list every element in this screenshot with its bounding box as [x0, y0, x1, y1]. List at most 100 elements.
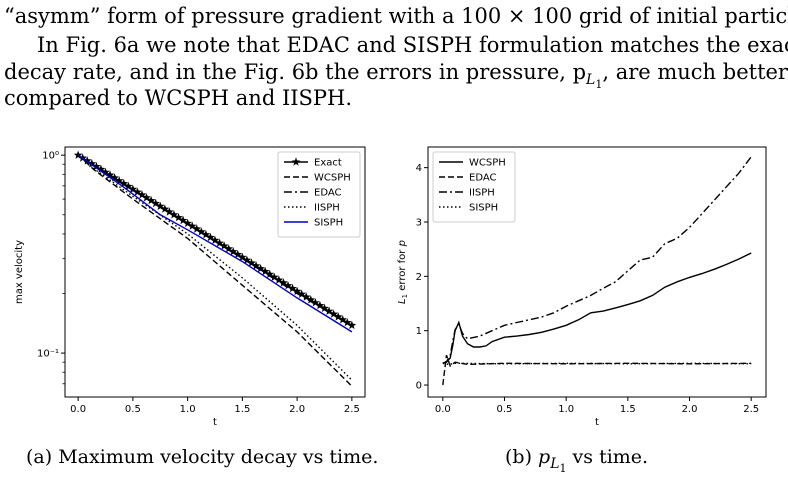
- series-point-exact: [151, 198, 161, 208]
- x-tick-label: 0.5: [497, 404, 513, 415]
- series-point-exact: [137, 190, 147, 199]
- series-point-exact: [315, 301, 325, 310]
- x-tick-label: 1.5: [234, 404, 250, 415]
- series-line-sisph: [442, 362, 752, 366]
- caption-a: (a) Maximum velocity decay vs time.: [26, 446, 379, 468]
- series-point-exact: [256, 264, 265, 273]
- y-tick-label: 3: [416, 218, 422, 229]
- legend-box: [432, 151, 516, 223]
- series-point-exact: [247, 258, 256, 267]
- series-point-exact: [233, 249, 243, 259]
- series-point-exact: [333, 312, 343, 321]
- series-point-exact: [324, 306, 334, 315]
- text-line-3-sub: L1: [586, 72, 603, 91]
- axes-frame: [427, 146, 767, 398]
- x-tick-label: 2.0: [289, 404, 305, 415]
- figure-6: 0.0 0.5 1.0 1.5 2.0 2.5 10⁰ 10⁻¹ t max velocity Ex…: [0, 135, 788, 483]
- series-point-exact: [342, 318, 352, 327]
- text-line-3: decay rate, and in the Fig. 6b the error…: [4, 60, 788, 97]
- series-point-exact: [165, 207, 174, 216]
- x-axis-label: t: [213, 417, 217, 428]
- series-line-wcsph: [77, 154, 353, 387]
- series-point-exact: [260, 266, 270, 276]
- legend-marker: [291, 157, 301, 166]
- x-tick-label: 0.0: [435, 404, 451, 415]
- series-line-wcsph: [442, 252, 752, 364]
- series-point-exact: [265, 269, 275, 279]
- series-point-exact: [196, 227, 206, 236]
- series-point-exact: [274, 275, 284, 284]
- y-axis-label: max velocity: [14, 240, 25, 304]
- legend-label-iisph: IISPH: [314, 203, 340, 214]
- x-tick-label: 2.5: [344, 404, 360, 415]
- series-point-exact: [306, 295, 316, 304]
- series-point-exact: [228, 247, 238, 256]
- legend-label-wcsph: WCSPH: [469, 158, 506, 169]
- series-point-exact: [297, 289, 307, 298]
- legend-label-wcsph: WCSPH: [314, 173, 351, 184]
- x-tick-label: 2.0: [682, 404, 698, 415]
- text-line-1: “asymm” form of pressure gradient with a…: [4, 4, 788, 28]
- y-axis-label: L1 error for p: [397, 240, 409, 304]
- text-line-4: compared to WCSPH and IISPH.: [4, 86, 353, 110]
- legend-label-edac: EDAC: [469, 173, 497, 184]
- legend-label-iisph: IISPH: [469, 188, 495, 199]
- series-point-exact: [311, 298, 320, 307]
- y-tick-label: 0: [416, 381, 422, 392]
- series-line-iisph: [442, 156, 752, 364]
- legend: WCSPH EDAC IISPH SISPH: [432, 151, 516, 223]
- series-point-exact: [219, 241, 229, 250]
- series-point-exact: [215, 238, 224, 247]
- axes-frame: [64, 146, 366, 398]
- chart-max-velocity: 0.0 0.5 1.0 1.5 2.0 2.5 10⁰ 10⁻¹ t max velocity Ex…: [14, 146, 366, 428]
- series-point-exact: [192, 224, 202, 233]
- plot-area: [73, 150, 357, 387]
- series-line-edac: [77, 154, 353, 327]
- legend-label-edac: EDAC: [314, 188, 342, 199]
- series-point-exact: [283, 281, 293, 290]
- series-point-exact: [251, 261, 261, 270]
- y-tick-label: 1: [416, 326, 422, 337]
- series-point-exact: [242, 255, 252, 264]
- series-point-exact: [238, 252, 247, 261]
- series-point-exact: [146, 196, 156, 205]
- series-point-exact: [329, 309, 338, 318]
- y-tick-label: 10⁰: [42, 151, 59, 162]
- x-tick-label: 2.5: [743, 404, 759, 415]
- series-point-exact: [288, 283, 297, 293]
- series-point-exact: [82, 156, 92, 165]
- series-point-exact: [183, 218, 192, 227]
- x-tick-label: 1.0: [558, 404, 574, 415]
- series-line-sisph: [77, 154, 353, 333]
- series-point-exact: [201, 230, 211, 239]
- series-point-exact: [338, 315, 348, 324]
- series-point-exact: [292, 286, 302, 296]
- legend-label-sisph: SISPH: [314, 218, 343, 229]
- legend: Exact WCSPH EDAC IISPH SISPH: [277, 151, 361, 238]
- series-point-exact: [123, 181, 133, 191]
- series-point-exact: [269, 272, 279, 281]
- series-point-exact: [73, 150, 83, 159]
- series-point-exact: [347, 320, 357, 330]
- legend-label-exact: Exact: [314, 158, 342, 169]
- series-point-exact: [110, 173, 119, 182]
- series-point-exact: [178, 215, 188, 225]
- legend-label-sisph: SISPH: [469, 203, 498, 214]
- chart-pressure-error: 0.0 0.5 1.0 1.5 2.0 2.5 0 1 2 3 4 t L1 error for p WC…: [397, 146, 767, 428]
- series-point-exact: [169, 210, 179, 219]
- series-point-exact: [224, 244, 234, 253]
- y-tick-label: 2: [416, 272, 422, 283]
- y-tick-label: 4: [416, 163, 422, 174]
- text-line-2: In Fig. 6a we note that EDAC and SISPH f…: [37, 33, 788, 57]
- plot-area: [442, 156, 752, 386]
- text-line-3-end: , are much better: [602, 60, 788, 84]
- x-tick-label: 0.0: [70, 404, 86, 415]
- series-point-exact: [206, 232, 215, 242]
- series-point-exact: [320, 303, 329, 313]
- y-tick-label: 10⁻¹: [37, 349, 59, 360]
- series-point-exact: [174, 213, 183, 222]
- series-line-edac: [442, 354, 752, 386]
- series-point-exact: [96, 164, 106, 174]
- series-point-exact: [210, 235, 220, 244]
- series-point-exact: [87, 159, 97, 168]
